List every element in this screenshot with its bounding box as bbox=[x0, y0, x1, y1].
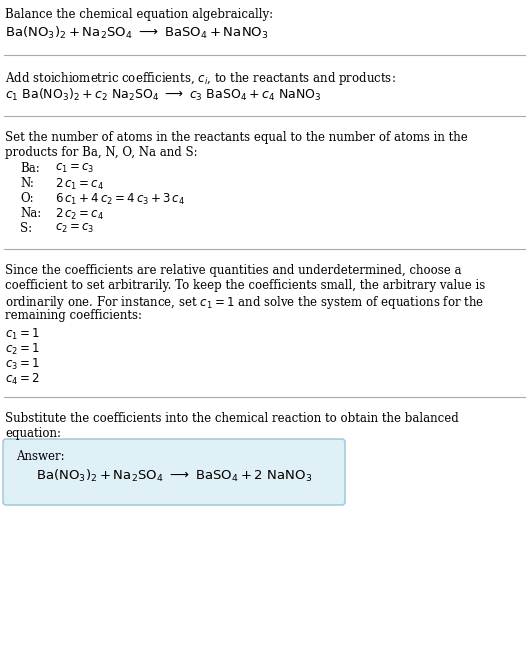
Text: S:: S: bbox=[20, 222, 32, 235]
Text: remaining coefficients:: remaining coefficients: bbox=[5, 309, 142, 322]
FancyBboxPatch shape bbox=[3, 439, 345, 505]
Text: Answer:: Answer: bbox=[16, 450, 65, 463]
Text: products for Ba, N, O, Na and S:: products for Ba, N, O, Na and S: bbox=[5, 146, 198, 159]
Text: Set the number of atoms in the reactants equal to the number of atoms in the: Set the number of atoms in the reactants… bbox=[5, 131, 468, 144]
Text: Add stoichiometric coefficients, $c_i$, to the reactants and products:: Add stoichiometric coefficients, $c_i$, … bbox=[5, 70, 396, 87]
Text: $2\,c_2 = c_4$: $2\,c_2 = c_4$ bbox=[55, 207, 104, 222]
Text: N:: N: bbox=[20, 177, 34, 190]
Text: Balance the chemical equation algebraically:: Balance the chemical equation algebraica… bbox=[5, 8, 273, 21]
Text: coefficient to set arbitrarily. To keep the coefficients small, the arbitrary va: coefficient to set arbitrarily. To keep … bbox=[5, 279, 485, 292]
Text: O:: O: bbox=[20, 192, 34, 205]
Text: $\mathrm{Ba(NO_3)_2 + Na_2SO_4 \ \longrightarrow \ BaSO_4 + NaNO_3}$: $\mathrm{Ba(NO_3)_2 + Na_2SO_4 \ \longri… bbox=[5, 25, 269, 41]
Text: $2\,c_1 = c_4$: $2\,c_1 = c_4$ bbox=[55, 177, 104, 192]
Text: Na:: Na: bbox=[20, 207, 41, 220]
Text: ordinarily one. For instance, set $c_1 = 1$ and solve the system of equations fo: ordinarily one. For instance, set $c_1 =… bbox=[5, 294, 484, 311]
Text: $c_1 = 1$: $c_1 = 1$ bbox=[5, 327, 40, 342]
Text: $c_2 = 1$: $c_2 = 1$ bbox=[5, 342, 40, 357]
Text: Since the coefficients are relative quantities and underdetermined, choose a: Since the coefficients are relative quan… bbox=[5, 264, 461, 277]
Text: $c_1\ \mathrm{Ba(NO_3)_2} + c_2\ \mathrm{Na_2SO_4}\ \longrightarrow\ c_3\ \mathr: $c_1\ \mathrm{Ba(NO_3)_2} + c_2\ \mathrm… bbox=[5, 87, 321, 103]
Text: $\mathrm{Ba(NO_3)_2 + Na_2SO_4\ \longrightarrow\ BaSO_4 + 2\ NaNO_3}$: $\mathrm{Ba(NO_3)_2 + Na_2SO_4\ \longrig… bbox=[36, 468, 312, 484]
Text: Substitute the coefficients into the chemical reaction to obtain the balanced: Substitute the coefficients into the che… bbox=[5, 412, 459, 425]
Text: equation:: equation: bbox=[5, 427, 61, 440]
Text: $6\,c_1 + 4\,c_2 = 4\,c_3 + 3\,c_4$: $6\,c_1 + 4\,c_2 = 4\,c_3 + 3\,c_4$ bbox=[55, 192, 185, 207]
Text: $c_1 = c_3$: $c_1 = c_3$ bbox=[55, 162, 95, 175]
Text: $c_2 = c_3$: $c_2 = c_3$ bbox=[55, 222, 95, 235]
Text: Ba:: Ba: bbox=[20, 162, 40, 175]
Text: $c_3 = 1$: $c_3 = 1$ bbox=[5, 357, 40, 372]
Text: $c_4 = 2$: $c_4 = 2$ bbox=[5, 372, 40, 387]
